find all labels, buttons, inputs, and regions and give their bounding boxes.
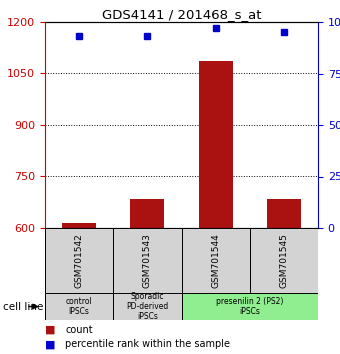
Text: ■: ■ [45, 325, 55, 335]
Bar [45, 228, 113, 293]
Bar [113, 293, 182, 320]
Bar [182, 228, 250, 293]
Text: Sporadic
PD-derived
iPSCs: Sporadic PD-derived iPSCs [126, 292, 169, 321]
Bar [250, 228, 318, 293]
Text: control
IPSCs: control IPSCs [66, 297, 92, 316]
Text: percentile rank within the sample: percentile rank within the sample [65, 339, 231, 349]
Text: GSM701544: GSM701544 [211, 233, 220, 288]
Title: GDS4141 / 201468_s_at: GDS4141 / 201468_s_at [102, 8, 261, 21]
Bar [267, 199, 301, 228]
Text: GSM701542: GSM701542 [74, 233, 84, 288]
Bar [113, 228, 182, 293]
Bar [62, 223, 96, 228]
Text: GSM701543: GSM701543 [143, 233, 152, 288]
Text: count: count [65, 325, 93, 335]
Text: GSM701545: GSM701545 [279, 233, 288, 288]
Text: presenilin 2 (PS2)
iPSCs: presenilin 2 (PS2) iPSCs [216, 297, 284, 316]
Bar [45, 293, 113, 320]
Bar [182, 293, 318, 320]
Bar [130, 199, 165, 228]
Text: ■: ■ [45, 339, 55, 349]
Text: cell line: cell line [3, 302, 44, 312]
Bar [199, 62, 233, 228]
